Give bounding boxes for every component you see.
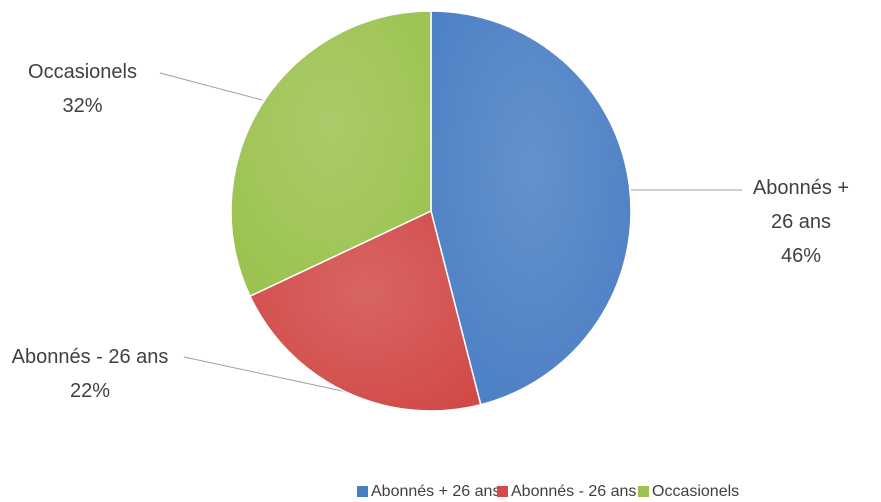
data-label-value: 32% (62, 95, 103, 117)
pie-slice (249, 209, 482, 412)
pie-slice (230, 10, 432, 298)
legend-swatch (638, 486, 649, 497)
legend-swatch (497, 486, 508, 497)
pie-slice (430, 10, 632, 406)
data-label: Occasionels 32% (5, 55, 160, 123)
legend-item: Occasionels (638, 482, 739, 502)
data-label-value: 46% (780, 245, 822, 267)
data-label: Abonnés - 26 ans 22% (10, 340, 170, 408)
data-label-category: Occasionels (28, 61, 137, 83)
data-label-category: Abonnés + 26 ans (752, 177, 850, 233)
data-label: Abonnés + 26 ans 46% (746, 171, 856, 273)
legend-item: Abonnés - 26 ans (497, 482, 636, 502)
legend-item: Abonnés + 26 ans (357, 482, 500, 502)
legend-label: Abonnés - 26 ans (511, 483, 637, 500)
legend-swatch (357, 486, 368, 497)
leader-line (159, 72, 263, 101)
legend-label: Abonnés + 26 ans (371, 483, 501, 500)
data-label-category: Abonnés - 26 ans (11, 346, 169, 368)
data-label-value: 22% (69, 380, 111, 402)
legend-label: Occasionels (652, 483, 740, 500)
